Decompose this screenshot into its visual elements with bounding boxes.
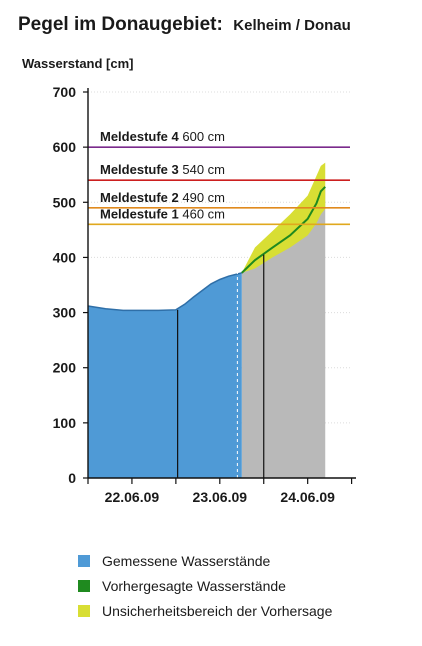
alert-level-name: Meldestufe 4 bbox=[100, 129, 180, 144]
alert-level-label: Meldestufe 2 490 cm bbox=[100, 190, 225, 205]
alert-level-name: Meldestufe 3 bbox=[100, 162, 179, 177]
y-tick-label: 400 bbox=[53, 249, 77, 265]
uncertainty-band bbox=[241, 162, 326, 273]
legend-label: Vorhergesagte Wasserstände bbox=[102, 577, 286, 594]
chart-title-station: Kelheim / Donau bbox=[233, 17, 351, 34]
legend-item: Gemessene Wasserstände bbox=[78, 548, 332, 573]
legend-item: Unsicherheitsbereich der Vorhersage bbox=[78, 598, 332, 623]
alert-level-value: 460 cm bbox=[179, 206, 225, 221]
alert-level-label: Meldestufe 1 460 cm bbox=[100, 206, 225, 221]
y-axis-label: Wasserstand [cm] bbox=[22, 56, 134, 71]
y-tick-label: 300 bbox=[53, 305, 77, 321]
y-tick-label: 600 bbox=[53, 139, 77, 155]
alert-level-value: 600 cm bbox=[179, 129, 225, 144]
y-tick-label: 500 bbox=[53, 194, 77, 210]
forecast-line bbox=[241, 186, 326, 274]
legend-label: Gemessene Wasserstände bbox=[102, 552, 271, 569]
x-tick-label: 22.06.09 bbox=[105, 489, 160, 505]
measured-line bbox=[87, 272, 242, 312]
legend-label: Unsicherheitsbereich der Vorhersage bbox=[102, 602, 333, 619]
alert-level-name: Meldestufe 2 bbox=[100, 190, 179, 205]
y-tick-label: 100 bbox=[53, 415, 77, 431]
x-tick-label: 24.06.09 bbox=[280, 489, 335, 505]
alert-level-value: 540 cm bbox=[179, 162, 225, 177]
y-tick-label: 700 bbox=[53, 84, 77, 100]
alert-level-name: Meldestufe 1 bbox=[100, 206, 179, 221]
chart-title-main: Pegel im Donaugebiet: bbox=[18, 14, 223, 35]
legend-item: Vorhergesagte Wasserstände bbox=[78, 573, 332, 598]
x-tick-label: 23.06.09 bbox=[193, 489, 248, 505]
chart-title: Pegel im Donaugebiet: Kelheim / Donau bbox=[18, 14, 351, 36]
alert-level-label: Meldestufe 3 540 cm bbox=[100, 162, 225, 177]
y-tick-label: 0 bbox=[68, 470, 76, 486]
legend-swatch bbox=[78, 554, 90, 567]
legend-swatch bbox=[78, 579, 90, 592]
y-tick-label: 200 bbox=[53, 360, 77, 376]
alert-level-label: Meldestufe 4 600 cm bbox=[100, 129, 225, 144]
measured-area bbox=[88, 272, 242, 478]
alert-level-value: 490 cm bbox=[179, 190, 225, 205]
legend: Gemessene Wasserstände Vorhergesagte Wass… bbox=[78, 548, 332, 623]
legend-swatch bbox=[78, 604, 90, 617]
